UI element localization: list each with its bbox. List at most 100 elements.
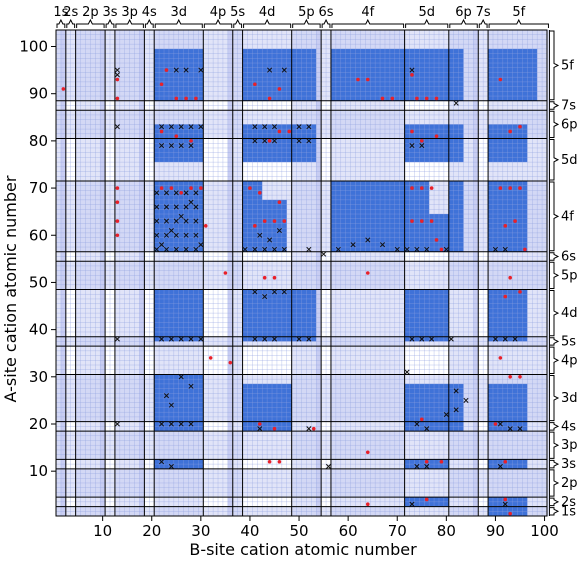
marker-black (252, 246, 258, 252)
marker-red (410, 129, 414, 134)
marker-black (502, 336, 508, 342)
marker-red (253, 82, 257, 87)
marker-red (174, 134, 179, 138)
right-bracket (550, 290, 560, 337)
marker-black (443, 411, 449, 418)
marker-black (193, 232, 199, 238)
right-bracket (550, 30, 560, 101)
marker-black (154, 232, 160, 238)
x-tick-label: 20 (142, 522, 161, 540)
y-tick-label: 90 (29, 85, 48, 103)
marker-black (276, 227, 282, 234)
y-tick-label: 70 (29, 179, 48, 197)
right-orbital-label: 5f (561, 58, 574, 73)
filled-region (262, 199, 287, 252)
top-orbital-label: 3p (121, 5, 138, 20)
marker-red (159, 186, 164, 190)
marker-red (223, 271, 228, 275)
marker-red (498, 356, 503, 360)
marker-black (168, 336, 174, 342)
marker-black (262, 294, 268, 300)
marker-red (228, 360, 233, 365)
marker-red (365, 502, 370, 507)
marker-red (189, 139, 193, 143)
marker-black (306, 124, 312, 130)
marker-red (115, 233, 120, 238)
y-tick-label: 10 (29, 462, 48, 480)
marker-black (154, 204, 160, 210)
marker-red (262, 275, 267, 280)
marker-black (198, 124, 204, 130)
filled-region (330, 48, 405, 101)
filled-region (448, 48, 464, 101)
top-orbital-label: 6s (319, 5, 334, 20)
marker-black (173, 190, 179, 196)
marker-red (419, 219, 424, 223)
marker-red (424, 497, 429, 502)
marker-red (498, 77, 503, 82)
marker-black (262, 336, 268, 342)
marker-black (267, 67, 273, 73)
marker-red (498, 186, 503, 190)
marker-black (168, 463, 174, 470)
x-tick-label: 70 (388, 522, 407, 540)
marker-red (179, 190, 184, 195)
marker-black (492, 246, 498, 252)
marker-red (277, 459, 282, 464)
marker-red (115, 200, 120, 205)
marker-black (173, 204, 179, 210)
marker-red (429, 186, 434, 190)
marker-black (163, 393, 170, 399)
marker-black (252, 289, 258, 295)
marker-black (178, 421, 184, 427)
marker-black (114, 72, 120, 78)
marker-black (183, 190, 189, 196)
marker-black (414, 463, 420, 470)
marker-red (272, 426, 277, 431)
marker-black (154, 246, 160, 252)
marker-red (503, 224, 508, 228)
marker-red (287, 129, 292, 134)
unavailable-column (316, 30, 322, 516)
marker-black (306, 138, 312, 144)
marker-black (183, 232, 189, 238)
marker-black (168, 227, 174, 234)
marker-red (365, 450, 370, 455)
right-bracket (550, 507, 560, 516)
marker-red (115, 186, 120, 190)
marker-black (183, 218, 189, 224)
right-orbital-label: 6s (561, 249, 576, 264)
top-orbital-label: 2s (63, 5, 78, 20)
marker-black (198, 336, 204, 342)
marker-black (193, 204, 199, 210)
marker-red (508, 511, 512, 516)
top-bracket (144, 18, 154, 28)
marker-black (163, 246, 170, 252)
right-bracket (550, 252, 560, 261)
marker-black (267, 237, 273, 243)
x-tick-label: 30 (191, 522, 210, 540)
marker-black (443, 246, 449, 252)
right-bracket (550, 261, 560, 290)
marker-black (173, 246, 179, 252)
marker-black (188, 421, 194, 427)
marker-black (414, 246, 420, 252)
marker-black (159, 421, 165, 427)
marker-black (350, 242, 356, 248)
marker-black (114, 124, 120, 130)
y-tick-label: 20 (29, 415, 48, 433)
marker-black (502, 246, 508, 252)
x-axis-title: B-site cation atomic number (189, 540, 417, 559)
marker-red (508, 275, 512, 280)
marker-black (159, 336, 165, 342)
marker-red (503, 294, 508, 299)
marker-red (419, 186, 424, 190)
top-bracket (243, 18, 292, 28)
marker-red (503, 459, 508, 464)
marker-red (277, 87, 282, 91)
marker-black (257, 426, 263, 432)
x-tick-label: 80 (437, 522, 456, 540)
marker-black (262, 124, 268, 130)
marker-black (159, 143, 165, 149)
